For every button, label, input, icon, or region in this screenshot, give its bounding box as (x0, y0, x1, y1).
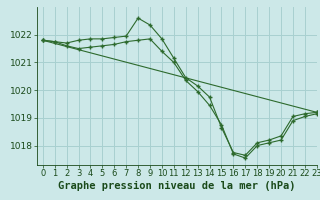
X-axis label: Graphe pression niveau de la mer (hPa): Graphe pression niveau de la mer (hPa) (58, 181, 296, 191)
